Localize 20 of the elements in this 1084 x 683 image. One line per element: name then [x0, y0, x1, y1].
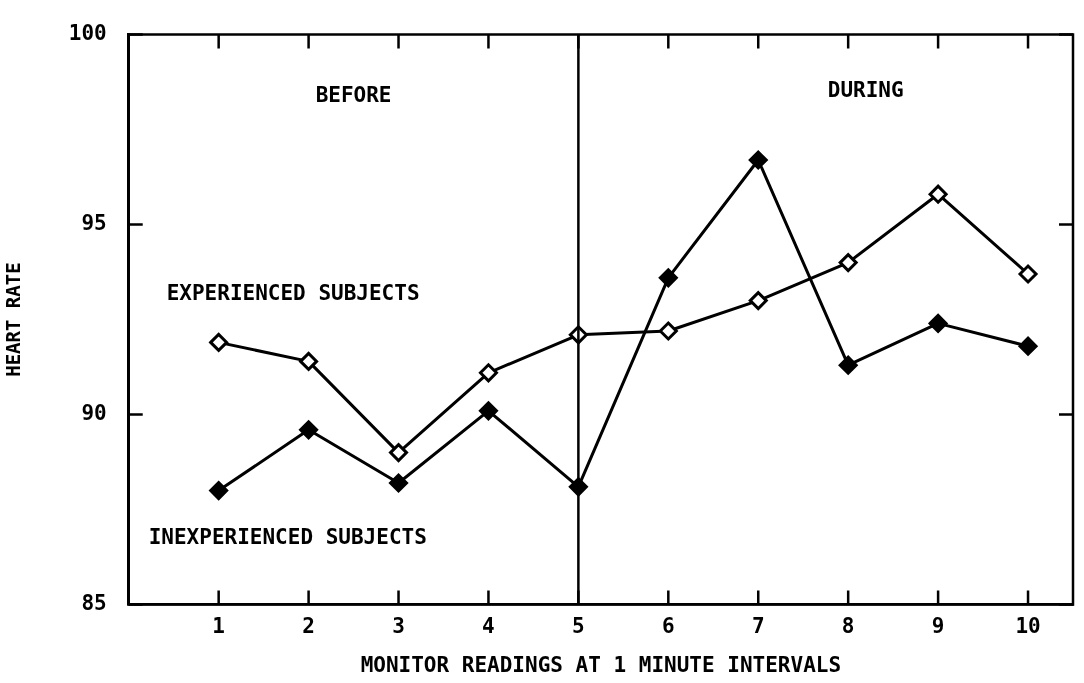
- x-tick-label: 1: [212, 613, 225, 638]
- y-tick-label: 100: [68, 21, 107, 46]
- x-tick-label: 8: [841, 613, 855, 638]
- y-axis-title: HEART RATE: [2, 262, 25, 377]
- y-tick-label: 95: [81, 211, 107, 236]
- x-tick-label: 10: [1015, 613, 1041, 638]
- y-tick-label: 85: [81, 591, 107, 616]
- y-tick-label: 90: [81, 401, 107, 426]
- x-tick-label: 6: [661, 613, 675, 638]
- annotation: DURING: [827, 78, 904, 103]
- x-tick-label: 4: [482, 613, 495, 638]
- x-tick-label: 3: [392, 613, 405, 638]
- annotation: BEFORE: [315, 83, 392, 108]
- x-tick-label: 2: [302, 613, 315, 638]
- x-tick-label: 7: [751, 613, 765, 638]
- text: EXPERIENCED SUBJECTS: [166, 280, 420, 305]
- x-axis-title: MONITOR READINGS AT 1 MINUTE INTERVALS: [360, 652, 842, 677]
- x-tick-label: 5: [572, 613, 585, 638]
- x-tick-label: 9: [931, 613, 945, 638]
- text: INEXPERIENCED SUBJECTS: [148, 525, 427, 550]
